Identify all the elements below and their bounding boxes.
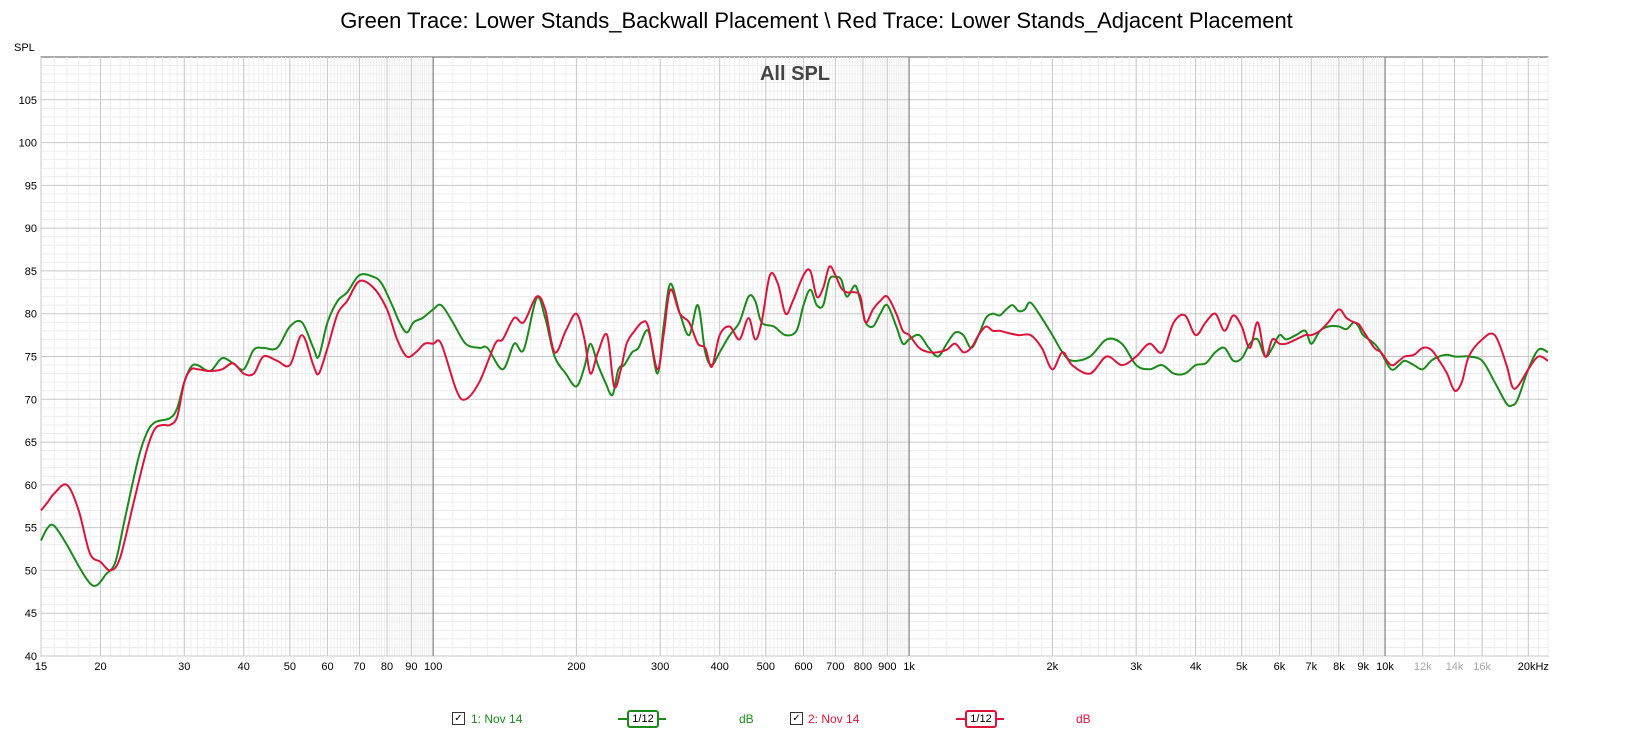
x-tick-label: 20	[94, 661, 106, 673]
x-tick-label: 90	[405, 661, 417, 673]
x-tick-label: 4k	[1190, 661, 1202, 673]
x-tick-label: 9k	[1357, 661, 1369, 673]
y-tick-labels: 40 45 50 55 60 65 70 75 80 85 90 95 100 105	[19, 95, 37, 663]
series-1-label: 1: Nov 14	[471, 712, 523, 726]
y-axis-label: SPL	[14, 42, 35, 54]
x-tick-label: 3k	[1130, 661, 1142, 673]
x-tick-label: 15	[35, 661, 47, 673]
x-tick-label: 200	[567, 661, 585, 673]
x-tick-label: 60	[321, 661, 333, 673]
x-tick-label: 500	[757, 661, 775, 673]
x-tick-label: 40	[238, 661, 250, 673]
series-line-2	[40, 265, 1549, 572]
x-tick-label: 800	[854, 661, 872, 673]
x-tick-label: 14k	[1446, 661, 1464, 673]
y-tick-label: 85	[25, 266, 37, 278]
inner-chart-title: All SPL	[760, 63, 830, 85]
y-tick-label: 80	[25, 309, 37, 321]
y-tick-label: 65	[25, 437, 37, 449]
x-tick-labels: 15 20 30 40 50 60 70 80 90 100 200 300 400 500 600 700 8…	[35, 661, 1549, 673]
x-tick-label: 600	[794, 661, 812, 673]
x-tick-label: 16k	[1473, 661, 1491, 673]
series-2-label: 2: Nov 14	[808, 712, 860, 726]
y-tick-label: 100	[19, 138, 37, 150]
x-tick-label: 400	[711, 661, 729, 673]
x-tick-label: 700	[826, 661, 844, 673]
y-tick-label: 45	[25, 608, 37, 620]
series-layer	[40, 265, 1549, 587]
x-tick-label: 20kHz	[1518, 661, 1549, 673]
series-1-smoothing-button[interactable]: 1/12	[627, 710, 659, 728]
x-tick-label: 900	[878, 661, 896, 673]
x-tick-label: 12k	[1414, 661, 1432, 673]
y-tick-label: 90	[25, 223, 37, 235]
series-2-smoothing-button[interactable]: 1/12	[965, 710, 997, 728]
y-tick-label: 60	[25, 480, 37, 492]
x-tick-label: 300	[651, 661, 669, 673]
x-tick-label: 2k	[1047, 661, 1059, 673]
x-tick-label: 30	[178, 661, 190, 673]
x-tick-label: 100	[424, 661, 442, 673]
y-tick-label: 105	[19, 95, 37, 107]
series-1-checkbox[interactable]: ✓	[452, 712, 465, 725]
series-2-unit: dB	[1076, 712, 1091, 726]
y-tick-label: 95	[25, 180, 37, 192]
x-tick-label: 7k	[1305, 661, 1317, 673]
y-tick-label: 70	[25, 394, 37, 406]
y-tick-label: 50	[25, 565, 37, 577]
chart-title: Green Trace: Lower Stands_Backwall Place…	[340, 8, 1293, 33]
x-tick-label: 80	[381, 661, 393, 673]
x-tick-label: 1k	[903, 661, 915, 673]
x-tick-label: 10k	[1376, 661, 1394, 673]
x-tick-label: 70	[353, 661, 365, 673]
y-tick-label: 55	[25, 523, 37, 535]
series-2-checkbox[interactable]: ✓	[790, 712, 803, 725]
y-tick-label: 40	[25, 651, 37, 663]
series-1-unit: dB	[739, 712, 754, 726]
series-line-1	[40, 273, 1549, 587]
x-tick-label: 5k	[1236, 661, 1248, 673]
x-tick-label: 6k	[1274, 661, 1286, 673]
x-tick-label: 8k	[1333, 661, 1345, 673]
y-tick-label: 75	[25, 352, 37, 364]
x-tick-label: 50	[284, 661, 296, 673]
